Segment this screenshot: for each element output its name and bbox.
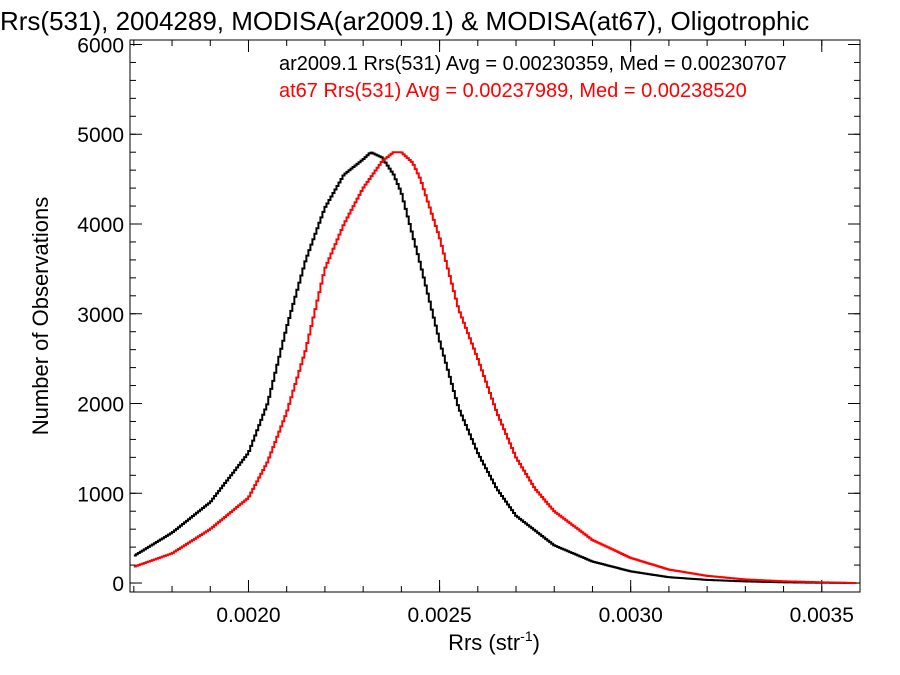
x-axis-label-end: ): [533, 630, 540, 655]
y-tick-label: 6000: [77, 34, 124, 57]
x-tick-label: 0.0020: [216, 604, 280, 627]
y-tick-label: 2000: [77, 394, 124, 417]
legend-entry-ar2009: ar2009.1 Rrs(531) Avg = 0.00230359, Med …: [279, 53, 787, 75]
plot-area: 0.0020 0.0025 0.0030 0.0035 0 1000 2000 3000 400…: [77, 34, 861, 627]
chart-title: Rrs(531), 2004289, MODISA(ar2009.1) & MO…: [0, 6, 809, 36]
y-tick-label: 4000: [77, 214, 124, 237]
x-axis-label-main: Rrs (str: [448, 630, 520, 655]
y-tick-label: 5000: [77, 124, 124, 147]
plot-frame: [129, 39, 861, 593]
series-line-0: [133, 151, 857, 585]
legend-entry-at67: at67 Rrs(531) Avg = 0.00237989, Med = 0.…: [279, 80, 747, 102]
series-line-1: [133, 151, 857, 584]
y-tick-label: 3000: [77, 304, 124, 327]
x-tick-label: 0.0025: [407, 604, 471, 627]
y-tick-label: 1000: [77, 483, 124, 506]
y-tick-label: 0: [112, 573, 124, 596]
y-axis-label: Number of Observations: [28, 197, 53, 435]
x-axis-label: Rrs (str-1): [448, 628, 540, 655]
x-axis-label-superscript: -1: [520, 628, 533, 644]
x-tick-label: 0.0035: [790, 604, 854, 627]
x-tick-label: 0.0030: [599, 604, 663, 627]
